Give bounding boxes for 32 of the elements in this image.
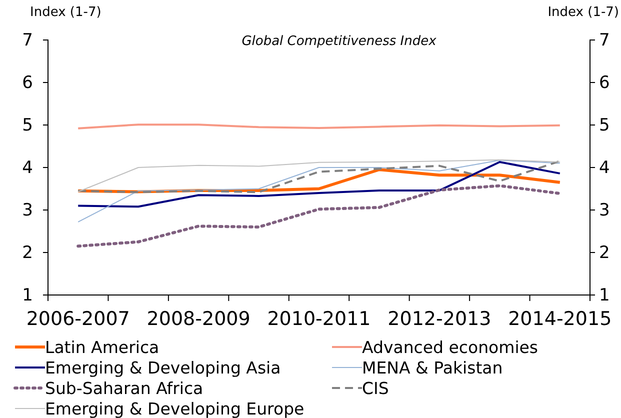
x-tick-label: 2010-2011 xyxy=(267,308,371,330)
y-tick-label: 2 xyxy=(22,242,33,263)
chart-title: Global Competitiveness Index xyxy=(242,34,437,49)
legend-label: Advanced economies xyxy=(362,338,538,357)
y-tick-label: 4 xyxy=(22,158,33,178)
y2-tick-label: 3 xyxy=(599,200,610,220)
y-tick-label: 1 xyxy=(22,285,33,306)
y2-tick-label: 1 xyxy=(599,285,610,306)
legend-label: Emerging & Developing Europe xyxy=(45,400,304,418)
y2-tick-label: 6 xyxy=(599,72,610,93)
line-series xyxy=(76,184,562,248)
y-tick-label: 5 xyxy=(22,115,33,136)
legend-label: MENA & Pakistan xyxy=(362,358,503,378)
y2-tick-label: 2 xyxy=(599,242,610,263)
line-series xyxy=(78,160,560,222)
y2-tick-label: 7 xyxy=(599,30,610,50)
y-tick-label: 7 xyxy=(22,30,33,50)
y2-axis-title: Index (1-7) xyxy=(548,5,619,20)
y-tick-label: 3 xyxy=(22,200,33,220)
line-series xyxy=(77,160,561,208)
legend-label: Sub-Saharan Africa xyxy=(45,379,204,398)
y2-tick-label: 5 xyxy=(599,115,610,136)
y2-tick-label: 4 xyxy=(599,158,610,178)
x-tick-label: 2014-2015 xyxy=(508,308,612,330)
y-axis-title: Index (1-7) xyxy=(30,5,102,20)
x-tick-label: 2006-2007 xyxy=(26,308,130,330)
x-tick-label: 2008-2009 xyxy=(146,308,250,330)
y-tick-label: 6 xyxy=(22,72,33,93)
legend-label: Emerging & Developing Asia xyxy=(45,358,281,378)
legend-label: CIS xyxy=(362,379,389,398)
legend-label: Latin America xyxy=(45,338,160,357)
x-tick-label: 2012-2013 xyxy=(388,308,492,330)
